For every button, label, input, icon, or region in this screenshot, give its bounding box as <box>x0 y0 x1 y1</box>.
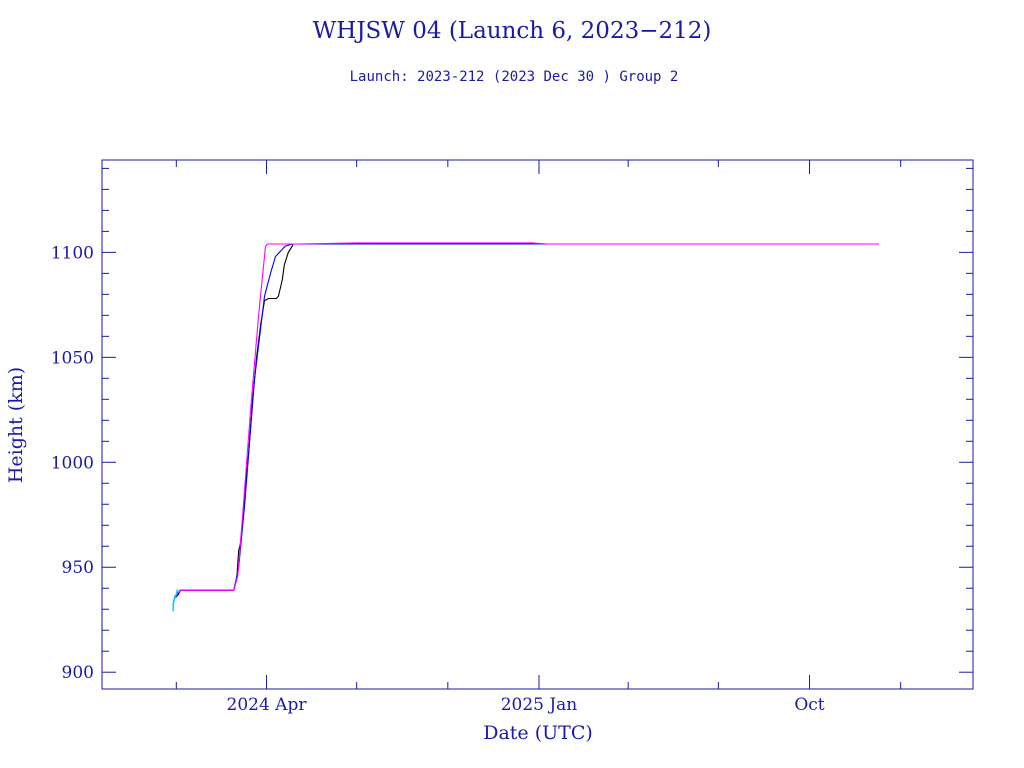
y-tick-label: 900 <box>62 663 94 683</box>
axis-ticks <box>102 160 973 689</box>
series-line-early <box>172 589 179 612</box>
series-line-apogee <box>173 243 879 600</box>
x-tick-label: Oct <box>794 695 824 715</box>
tick-labels: 900 950 1000 1050 1100 2024 Apr 2025 Jan Oct <box>51 243 825 715</box>
y-tick-label: 1000 <box>51 453 94 473</box>
chart-subtitle: Launch: 2023-212 (2023 Dec 30 ) Group 2 <box>350 69 679 85</box>
series-line-mean <box>173 242 879 597</box>
chart-title: WHJSW 04 (Launch 6, 2023−212) <box>313 18 712 44</box>
y-tick-label: 1100 <box>51 243 94 263</box>
series-line-perigee <box>173 243 879 598</box>
plot-frame <box>101 159 974 690</box>
x-axis-label: Date (UTC) <box>483 722 593 744</box>
y-tick-label: 950 <box>62 558 94 578</box>
y-axis-label: Height (km) <box>5 367 27 483</box>
y-tick-label: 1050 <box>51 348 94 368</box>
plot-series <box>172 242 879 612</box>
x-tick-label: 2025 Jan <box>501 695 578 715</box>
x-tick-label: 2024 Apr <box>227 695 308 715</box>
